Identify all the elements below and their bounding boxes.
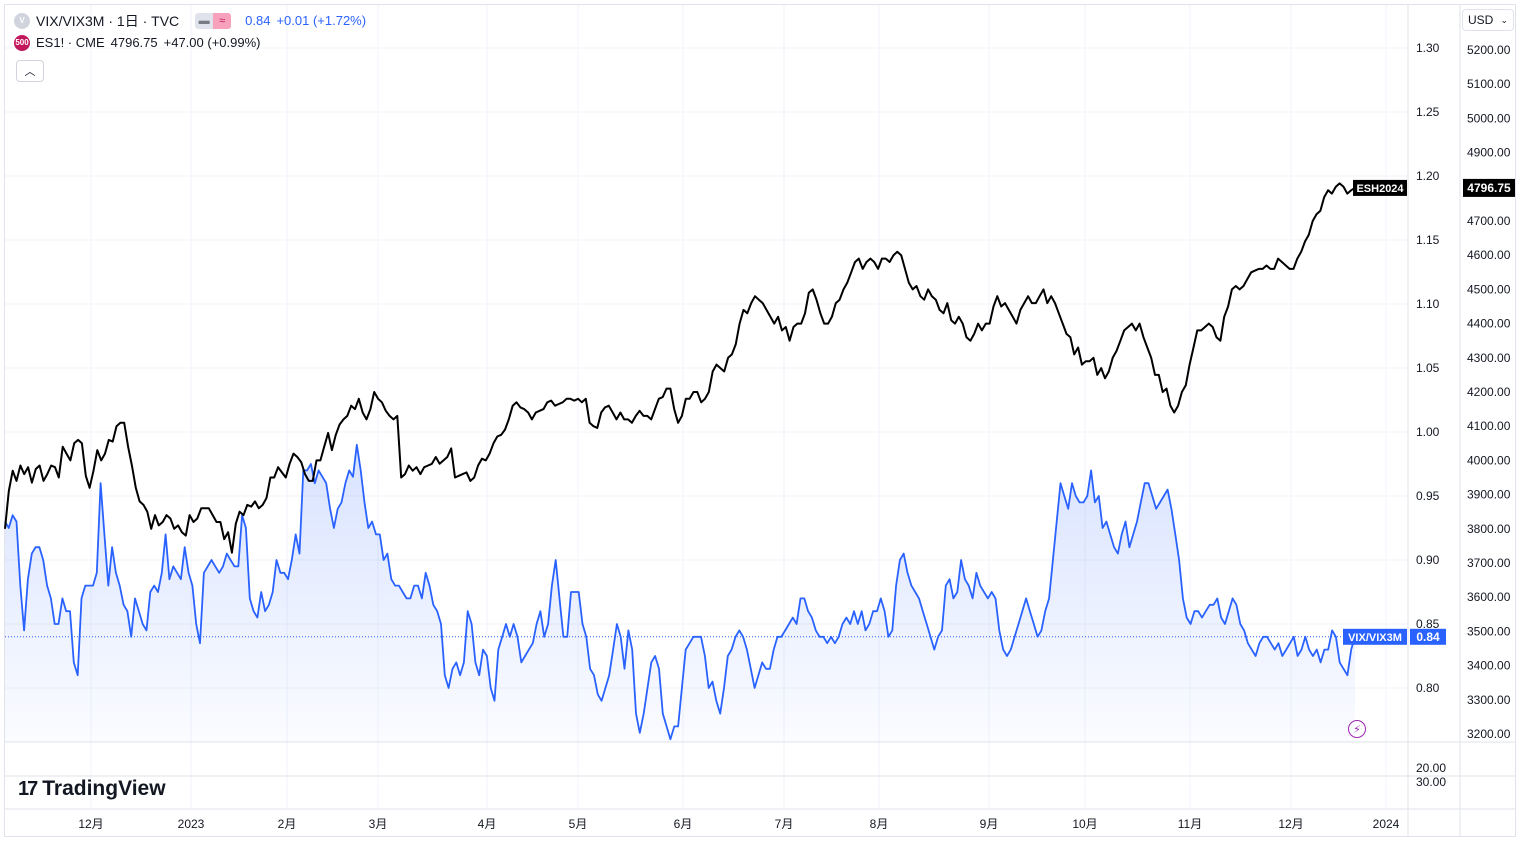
tradingview-logo: 17 TradingView <box>18 777 166 801</box>
price-axis-tick: 3400.00 <box>1467 659 1511 673</box>
chevron-down-icon: ⌄ <box>1500 14 1508 25</box>
currency-selector[interactable]: USD ⌄ <box>1462 9 1514 31</box>
vix-name-tag <box>1343 628 1407 645</box>
time-axis-tick: 6月 <box>674 817 693 831</box>
legend-main-row[interactable]: V VIX/VIX3M · 1日 · TVC ▬ ≈ 0.84 +0.01 (+… <box>14 10 366 32</box>
minus-icon[interactable]: ▬ <box>195 13 214 29</box>
price-axis-tick: 4200.00 <box>1467 385 1511 399</box>
vix-area-fill <box>5 444 1355 742</box>
time-axis-tick: 8月 <box>870 817 889 831</box>
main-symbol-title[interactable]: VIX/VIX3M · 1日 · TVC <box>36 13 180 29</box>
lower-pane-tick: 30.00 <box>1416 775 1446 789</box>
price-axis-tick: 4700.00 <box>1467 214 1511 228</box>
time-axis-tick: 7月 <box>775 817 794 831</box>
right-axis-tick: 1.20 <box>1416 169 1440 183</box>
sp500-badge-icon: 500 <box>14 35 30 51</box>
collapse-legend-button[interactable]: ︿ <box>16 60 44 82</box>
legend-compare-row[interactable]: 500 ES1! · CME 4796.75 +47.00 (+0.99%) <box>14 32 366 54</box>
price-axis-tick: 4500.00 <box>1467 282 1511 296</box>
time-axis-tick: 10月 <box>1072 817 1097 831</box>
price-axis-tick: 3800.00 <box>1467 522 1511 536</box>
price-axis-tick: 3700.00 <box>1467 556 1511 570</box>
time-axis-tick: 2月 <box>278 817 297 831</box>
right-axis-tick: 1.25 <box>1416 105 1440 119</box>
price-axis-tick: 4400.00 <box>1467 317 1511 331</box>
compare-value: 4796.75 <box>110 35 158 50</box>
right-axis-tick: 1.15 <box>1416 233 1440 247</box>
right-axis: 1.30 1.25 1.20 1.15 1.10 1.05 1.00 0.95 0.90 0.85… <box>1416 41 1440 695</box>
time-axis-tick: 2023 <box>178 817 205 831</box>
last-value-labels: ESH2024 4796.75 VIX/VIX3M 0.84 <box>1343 178 1515 645</box>
price-axis-tick: 3200.00 <box>1467 727 1511 741</box>
price-axis-tick: 3300.00 <box>1467 693 1511 707</box>
currency-label: USD <box>1468 13 1494 27</box>
time-axis-tick: 11月 <box>1178 817 1202 831</box>
time-axis: 12月 2023 2月 3月 4月 5月 6月 7月 8月 9月 10月 11月 12月 2024 <box>78 817 1399 831</box>
chevron-up-icon: ︿ <box>24 66 36 78</box>
chart-frame <box>4 4 1516 837</box>
vix-name-label: VIX/VIX3M <box>1348 632 1402 644</box>
time-axis-tick: 3月 <box>369 817 388 831</box>
price-axis-tick: 4900.00 <box>1467 146 1511 160</box>
legend: V VIX/VIX3M · 1日 · TVC ▬ ≈ 0.84 +0.01 (+… <box>14 10 366 54</box>
series-lines <box>4 182 1408 741</box>
price-axis-tick: 5100.00 <box>1467 77 1511 91</box>
price-axis-tick: 3600.00 <box>1467 590 1511 604</box>
time-axis-tick: 2024 <box>1373 817 1400 831</box>
main-value: 0.84 <box>245 13 271 28</box>
vix-value-tag <box>1410 628 1446 645</box>
right-axis-tick: 0.85 <box>1416 617 1440 631</box>
right-axis-tick: 0.80 <box>1416 681 1440 695</box>
approx-icon[interactable]: ≈ <box>213 13 232 29</box>
symbol-logo-icon: V <box>14 13 30 29</box>
price-axis-tick: 4300.00 <box>1467 351 1511 365</box>
price-axis-tick: 5000.00 <box>1467 111 1511 125</box>
indicator-toggle[interactable]: ▬ ≈ <box>195 13 232 29</box>
price-axis-tick: 5200.00 <box>1467 43 1511 57</box>
esh2024-line <box>4 182 1356 554</box>
right-axis-tick: 0.95 <box>1416 489 1440 503</box>
time-axis-tick: 12月 <box>1278 817 1303 831</box>
esh2024-name-tag <box>1353 179 1407 196</box>
price-axis-tick: 3500.00 <box>1467 624 1511 638</box>
price-axis-tick: 3900.00 <box>1467 488 1511 502</box>
time-axis-tick: 5月 <box>569 817 588 831</box>
esh2024-price-tag <box>1463 178 1515 197</box>
price-axis: 5200.005100.005000.004900.004800.004700.… <box>1467 43 1511 741</box>
esh2024-name-label: ESH2024 <box>1356 183 1404 195</box>
right-axis-tick: 0.90 <box>1416 553 1440 567</box>
esh2024-price-label: 4796.75 <box>1467 181 1511 195</box>
time-axis-tick: 4月 <box>478 817 497 831</box>
main-change: +0.01 (+1.72%) <box>276 13 367 28</box>
compare-change: +47.00 (+0.99%) <box>163 35 261 50</box>
price-axis-tick: 4000.00 <box>1467 453 1511 467</box>
right-axis-tick: 1.30 <box>1416 41 1440 55</box>
tv-logo-icon: 17 <box>18 777 38 800</box>
compare-symbol-title[interactable]: ES1! · CME <box>36 35 105 50</box>
vix-value-label: 0.84 <box>1416 630 1440 644</box>
brand-name: TradingView <box>42 777 166 800</box>
right-axis-tick: 1.10 <box>1416 297 1440 311</box>
time-axis-tick: 12月 <box>78 817 103 831</box>
price-axis-tick: 4600.00 <box>1467 248 1511 262</box>
lightning-icon[interactable]: ⚡ <box>1348 720 1366 738</box>
right-axis-tick: 1.05 <box>1416 361 1440 375</box>
lower-pane-tick: 20.00 <box>1416 761 1446 775</box>
time-axis-tick: 9月 <box>980 817 999 831</box>
right-axis-tick: 1.00 <box>1416 425 1440 439</box>
vix-vix3m-line <box>4 443 1356 741</box>
price-axis-tick: 4100.00 <box>1467 419 1511 433</box>
